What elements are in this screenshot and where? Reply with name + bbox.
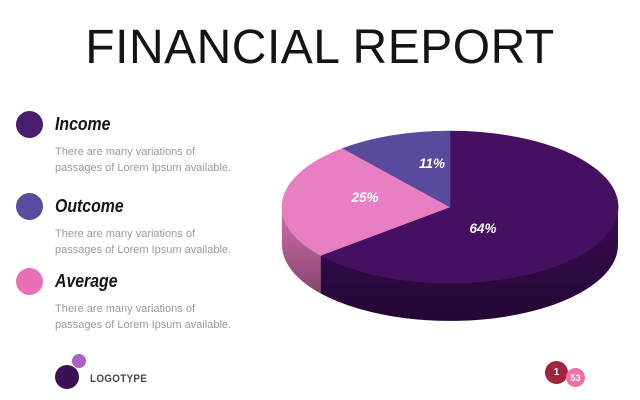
logotype-circle-small-icon xyxy=(72,354,86,368)
legend-item-label: Outcome xyxy=(55,196,124,216)
slide-count-label: 53 xyxy=(570,372,581,383)
slide-number-badge: 1 xyxy=(545,361,568,384)
pie-label-outcome: 11% xyxy=(419,156,445,171)
description-line-2: passages of Lorem Ipsum available. xyxy=(55,244,232,256)
page-title: FINANCIAL REPORT xyxy=(85,21,555,74)
legend-item-description: There are many variations of passages of… xyxy=(55,226,231,258)
legend-item-label: Income xyxy=(55,114,111,134)
pie-label-average: 25% xyxy=(350,190,378,205)
legend-text-outcome: Outcome There are many variations of pas… xyxy=(55,193,231,258)
legend-color-dot-outcome xyxy=(16,193,43,220)
logotype-text: LOGOTYPE xyxy=(90,373,148,385)
legend-item-description: There are many variations of passages of… xyxy=(55,301,231,333)
legend-item-outcome: Outcome There are many variations of pas… xyxy=(16,193,231,258)
pie-label-income: 64% xyxy=(469,221,496,236)
slide-number-label: 1 xyxy=(553,367,560,378)
legend-color-dot-average xyxy=(16,268,43,295)
legend-color-dot-income xyxy=(16,111,43,138)
legend-item-label: Average xyxy=(55,271,118,291)
description-line-1: There are many variations of xyxy=(55,228,196,240)
description-line-1: There are many variations of xyxy=(55,303,196,315)
legend-item-average: Average There are many variations of pas… xyxy=(16,268,231,333)
description-line-1: There are many variations of xyxy=(55,146,196,158)
logotype-circle-large-icon xyxy=(55,365,79,389)
legend-item-description: There are many variations of passages of… xyxy=(55,144,231,176)
pie-slices xyxy=(281,130,619,321)
description-line-2: passages of Lorem Ipsum available. xyxy=(55,162,232,174)
legend-text-income: Income There are many variations of pass… xyxy=(55,111,231,176)
slide-count-badge: 53 xyxy=(566,368,585,387)
legend-item-income: Income There are many variations of pass… xyxy=(16,111,231,176)
legend-text-average: Average There are many variations of pas… xyxy=(55,268,231,333)
description-line-2: passages of Lorem Ipsum available. xyxy=(55,319,232,331)
